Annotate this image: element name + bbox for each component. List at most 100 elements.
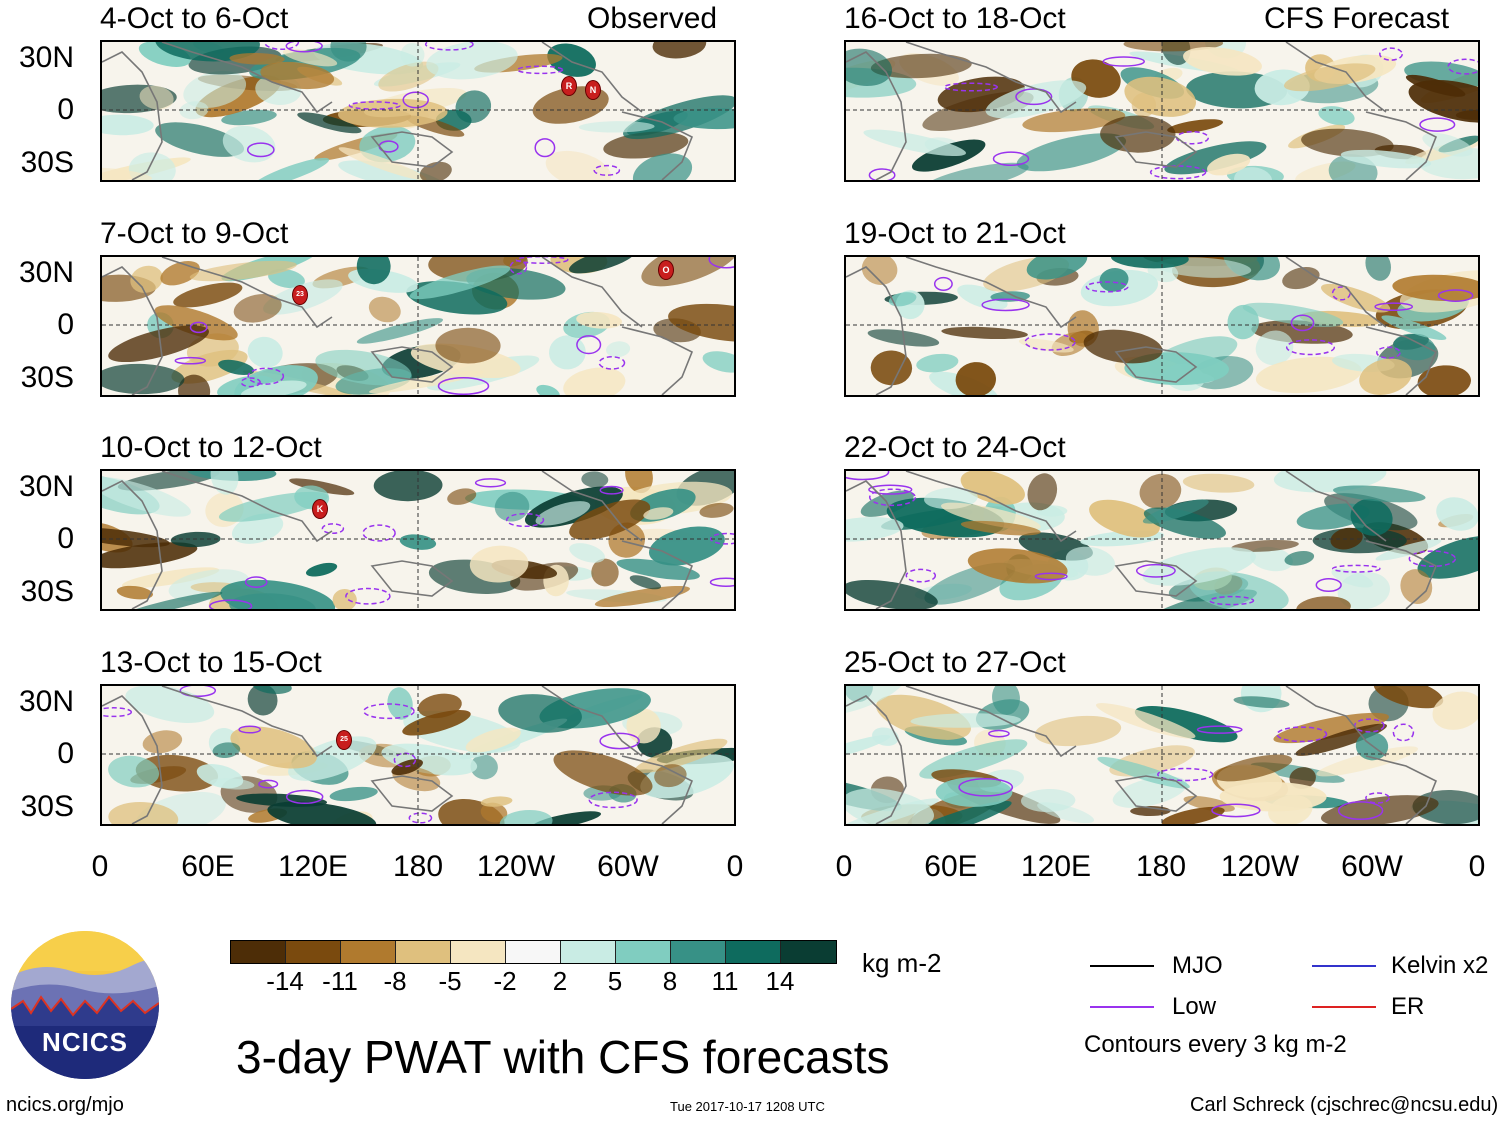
low-contour	[238, 725, 262, 734]
lat-label: 0	[57, 93, 74, 126]
pwat-anomaly-blob	[1432, 691, 1478, 730]
pwat-anomaly-blob	[1296, 503, 1370, 530]
lon-label: 180	[1135, 850, 1187, 883]
panel-title: 7-Oct to 9-Oct	[100, 217, 289, 250]
pwat-anomaly-blob	[941, 326, 1028, 339]
colorbar-swatch	[286, 941, 341, 963]
pwat-anomaly-blob	[332, 588, 357, 609]
pwat-anomaly-blob	[155, 122, 245, 157]
pwat-anomaly-blob	[1083, 329, 1163, 364]
low-contour	[102, 707, 133, 718]
pwat-anomaly-blob	[155, 42, 260, 62]
pwat-anomaly-blob	[1027, 473, 1058, 511]
pwat-anomaly-blob	[189, 260, 297, 282]
panel-title: 16-Oct to 18-Oct	[844, 2, 1066, 35]
legend-mjo: MJO	[1172, 952, 1223, 979]
pwat-anomaly-blob	[1111, 257, 1189, 269]
lat-label: 30S	[20, 146, 74, 179]
coastline	[370, 775, 454, 812]
low-contour	[1392, 723, 1415, 742]
colorbar-label: 14	[765, 966, 795, 996]
colorbar-swatch	[671, 941, 726, 963]
pwat-anomaly-blob	[102, 114, 154, 136]
pwat-anomaly-blob	[919, 739, 1028, 779]
pwat-anomaly-blob	[1182, 473, 1255, 493]
pwat-anomaly-blob	[108, 325, 209, 363]
pwat-anomaly-blob	[1375, 539, 1442, 561]
colorbar-units: kg m-2	[862, 948, 942, 978]
low-contour	[576, 335, 602, 355]
figure-title: 3-day PWAT with CFS forecasts	[236, 1031, 890, 1083]
pwat-anomaly-blob	[1231, 539, 1299, 552]
lat-label: 30S	[20, 790, 74, 823]
pwat-anomaly-blob	[985, 80, 1087, 119]
pwat-anomaly-blob	[116, 585, 153, 600]
pwat-anomaly-blob	[1268, 794, 1313, 824]
legend-line-er	[1312, 1006, 1376, 1008]
coastline	[621, 111, 694, 180]
pwat-anomaly-blob	[1393, 333, 1436, 361]
coastline	[161, 42, 333, 114]
colorbar-swatch	[616, 941, 671, 963]
low-contour	[244, 576, 268, 588]
pwat-anomaly-blob	[935, 777, 1013, 807]
coastline	[1365, 755, 1438, 824]
pwat-anomaly-blob	[1350, 498, 1393, 536]
coastline	[1114, 775, 1198, 812]
pwat-anomaly-blob	[553, 750, 653, 796]
lat-label: 0	[57, 522, 74, 555]
pwat-anomaly-blob	[252, 686, 292, 694]
coastline	[161, 686, 333, 758]
low-contour	[505, 512, 545, 528]
lat-label: 30N	[18, 685, 74, 718]
pwat-anomaly-blob	[209, 778, 255, 790]
colorbar-label: -14	[266, 966, 304, 996]
pwat-anomaly-blob	[1233, 696, 1290, 708]
pwat-anomaly-blob	[594, 585, 690, 608]
pwat-anomaly-blob	[338, 98, 448, 128]
pwat-anomaly-blob	[924, 162, 1029, 180]
pwat-anomaly-blob	[402, 710, 471, 736]
pwat-anomaly-blob	[230, 726, 317, 769]
pwat-anomaly-blob	[260, 61, 335, 90]
pwat-anomaly-blob	[941, 502, 1041, 530]
low-contour	[179, 686, 217, 698]
legend-er: ER	[1391, 993, 1425, 1020]
pwat-anomaly-blob	[240, 380, 307, 395]
panel-title: 13-Oct to 15-Oct	[100, 646, 322, 679]
pwat-anomaly-blob	[1214, 754, 1293, 782]
lon-label: 60E	[181, 850, 235, 883]
lon-label: 120E	[277, 850, 349, 883]
pwat-anomaly-blob	[702, 351, 734, 373]
colorbar-label: -5	[438, 966, 462, 996]
pwat-anomaly-blob	[1250, 546, 1293, 572]
pwat-anomaly-blob	[288, 736, 377, 781]
pwat-anomaly-blob	[563, 367, 626, 395]
pwat-anomaly-blob	[1283, 63, 1376, 92]
storm-marker: 23	[292, 285, 308, 305]
low-contour	[1015, 88, 1053, 106]
pwat-anomaly-blob	[297, 112, 362, 134]
pwat-anomaly-blob	[480, 802, 508, 823]
low-contour	[424, 42, 474, 51]
pwat-anomaly-blob	[1183, 46, 1262, 76]
low-contour	[362, 524, 396, 542]
pwat-anomaly-blob	[910, 713, 1021, 728]
colorbar-label: 11	[711, 966, 739, 996]
legend-line-mjo	[1090, 965, 1154, 967]
pwat-anomaly-blob	[1405, 74, 1466, 97]
pwat-anomaly-blob	[1089, 499, 1160, 538]
lat-label: 0	[57, 737, 74, 770]
coastline	[1285, 42, 1387, 113]
lon-label: 0	[726, 850, 744, 883]
pwat-anomaly-blob	[569, 499, 651, 540]
low-contour	[1149, 165, 1207, 180]
pwat-anomaly-blob	[846, 734, 891, 760]
pwat-anomaly-blob	[1142, 499, 1209, 524]
low-contour	[437, 376, 490, 395]
pwat-anomaly-blob	[247, 336, 283, 368]
panel-6	[844, 469, 1480, 611]
low-contour	[599, 732, 640, 750]
pwat-anomaly-blob	[846, 48, 893, 86]
low-contour	[599, 485, 624, 495]
